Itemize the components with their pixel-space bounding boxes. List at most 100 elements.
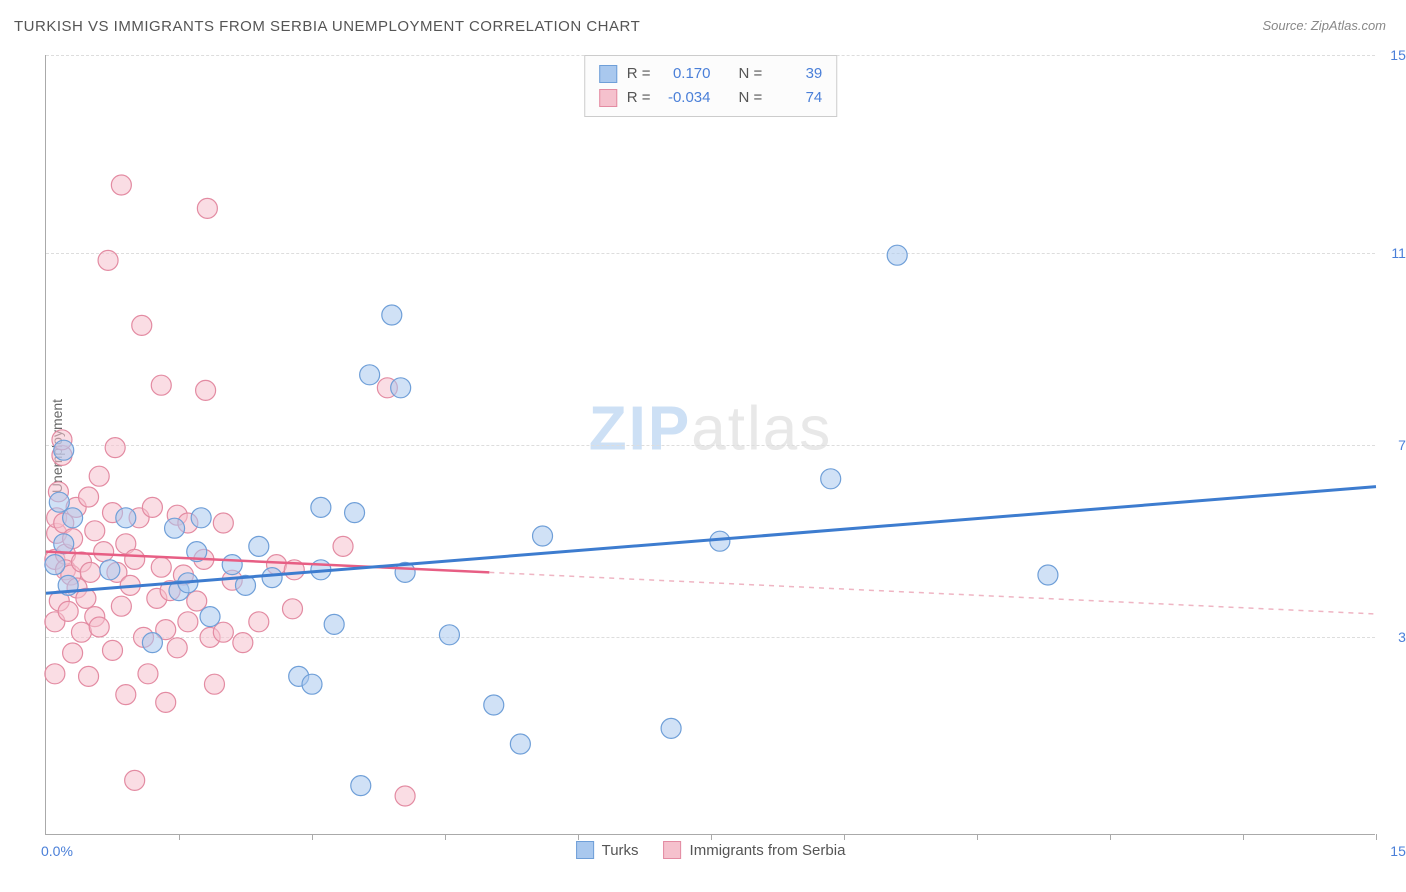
scatter-point-serbia bbox=[197, 198, 217, 218]
x-tick bbox=[1110, 834, 1111, 840]
scatter-point-serbia bbox=[105, 438, 125, 458]
chart-title: TURKISH VS IMMIGRANTS FROM SERBIA UNEMPL… bbox=[14, 18, 640, 35]
scatter-point-turks bbox=[165, 518, 185, 538]
scatter-point-serbia bbox=[142, 497, 162, 517]
scatter-point-turks bbox=[191, 508, 211, 528]
scatter-point-turks bbox=[887, 245, 907, 265]
scatter-point-serbia bbox=[45, 664, 65, 684]
y-tick-label: 11.2% bbox=[1391, 245, 1406, 261]
legend-item-serbia: Immigrants from Serbia bbox=[664, 841, 846, 859]
x-tick bbox=[977, 834, 978, 840]
scatter-point-serbia bbox=[111, 596, 131, 616]
scatter-point-turks bbox=[484, 695, 504, 715]
scatter-point-serbia bbox=[103, 640, 123, 660]
scatter-point-serbia bbox=[249, 612, 269, 632]
scatter-point-turks bbox=[45, 555, 65, 575]
legend-item-turks: Turks bbox=[576, 841, 639, 859]
scatter-svg bbox=[46, 55, 1375, 834]
scatter-point-turks bbox=[302, 674, 322, 694]
scatter-point-serbia bbox=[94, 542, 114, 562]
x-tick bbox=[179, 834, 180, 840]
scatter-point-turks bbox=[49, 492, 69, 512]
n-value-turks: 39 bbox=[772, 62, 822, 86]
scatter-point-turks bbox=[222, 555, 242, 575]
scatter-point-serbia bbox=[282, 599, 302, 619]
legend-label-serbia: Immigrants from Serbia bbox=[690, 842, 846, 859]
r-value-serbia: -0.034 bbox=[661, 86, 711, 110]
scatter-point-serbia bbox=[132, 315, 152, 335]
scatter-point-turks bbox=[200, 607, 220, 627]
scatter-point-serbia bbox=[167, 638, 187, 658]
scatter-point-serbia bbox=[196, 380, 216, 400]
scatter-point-serbia bbox=[233, 633, 253, 653]
scatter-point-turks bbox=[116, 508, 136, 528]
scatter-point-serbia bbox=[151, 557, 171, 577]
y-tick-label: 7.5% bbox=[1398, 437, 1406, 453]
scatter-point-serbia bbox=[125, 549, 145, 569]
scatter-point-turks bbox=[533, 526, 553, 546]
scatter-point-serbia bbox=[98, 250, 118, 270]
scatter-point-turks bbox=[439, 625, 459, 645]
n-label-2: N = bbox=[739, 86, 763, 110]
scatter-point-turks bbox=[54, 440, 74, 460]
stats-legend-box: R = 0.170 N = 39 R = -0.034 N = 74 bbox=[584, 55, 838, 117]
x-tick bbox=[1243, 834, 1244, 840]
trendline-turks bbox=[46, 487, 1376, 594]
scatter-point-serbia bbox=[178, 612, 198, 632]
scatter-point-serbia bbox=[125, 770, 145, 790]
legend-label-turks: Turks bbox=[602, 842, 639, 859]
scatter-point-serbia bbox=[89, 617, 109, 637]
scatter-point-turks bbox=[100, 560, 120, 580]
x-axis-min-label: 0.0% bbox=[41, 843, 73, 859]
scatter-point-serbia bbox=[71, 622, 91, 642]
scatter-point-turks bbox=[54, 534, 74, 554]
stats-row-turks: R = 0.170 N = 39 bbox=[599, 62, 823, 86]
scatter-point-turks bbox=[63, 508, 83, 528]
scatter-point-serbia bbox=[85, 521, 105, 541]
stats-row-serbia: R = -0.034 N = 74 bbox=[599, 86, 823, 110]
r-label: R = bbox=[627, 62, 651, 86]
scatter-point-turks bbox=[311, 497, 331, 517]
scatter-point-turks bbox=[142, 633, 162, 653]
x-axis-max-label: 15.0% bbox=[1390, 843, 1406, 859]
legend-swatch-turks bbox=[576, 841, 594, 859]
n-value-serbia: 74 bbox=[772, 86, 822, 110]
scatter-point-turks bbox=[510, 734, 530, 754]
scatter-point-turks bbox=[360, 365, 380, 385]
scatter-point-serbia bbox=[79, 487, 99, 507]
y-tick-label: 15.0% bbox=[1390, 47, 1406, 63]
scatter-point-turks bbox=[821, 469, 841, 489]
scatter-point-turks bbox=[661, 718, 681, 738]
scatter-point-serbia bbox=[79, 666, 99, 686]
scatter-point-serbia bbox=[204, 674, 224, 694]
x-tick bbox=[312, 834, 313, 840]
scatter-point-serbia bbox=[333, 536, 353, 556]
scatter-point-serbia bbox=[151, 375, 171, 395]
r-label-2: R = bbox=[627, 86, 651, 110]
scatter-point-serbia bbox=[80, 562, 100, 582]
n-label: N = bbox=[739, 62, 763, 86]
scatter-point-serbia bbox=[138, 664, 158, 684]
scatter-point-turks bbox=[345, 503, 365, 523]
x-tick bbox=[1376, 834, 1377, 840]
scatter-point-serbia bbox=[116, 685, 136, 705]
scatter-point-turks bbox=[391, 378, 411, 398]
scatter-point-serbia bbox=[63, 643, 83, 663]
scatter-point-turks bbox=[262, 568, 282, 588]
scatter-point-turks bbox=[1038, 565, 1058, 585]
swatch-serbia bbox=[599, 89, 617, 107]
scatter-point-serbia bbox=[156, 692, 176, 712]
scatter-point-serbia bbox=[213, 513, 233, 533]
scatter-point-turks bbox=[324, 614, 344, 634]
scatter-point-serbia bbox=[58, 601, 78, 621]
plot-area: ZIPatlas 3.8%7.5%11.2%15.0% R = 0.170 N … bbox=[45, 55, 1375, 835]
r-value-turks: 0.170 bbox=[661, 62, 711, 86]
scatter-point-serbia bbox=[187, 591, 207, 611]
source-attribution: Source: ZipAtlas.com bbox=[1262, 18, 1386, 33]
x-tick bbox=[445, 834, 446, 840]
scatter-point-turks bbox=[249, 536, 269, 556]
swatch-turks bbox=[599, 65, 617, 83]
x-tick bbox=[578, 834, 579, 840]
x-tick bbox=[711, 834, 712, 840]
scatter-point-serbia bbox=[395, 786, 415, 806]
